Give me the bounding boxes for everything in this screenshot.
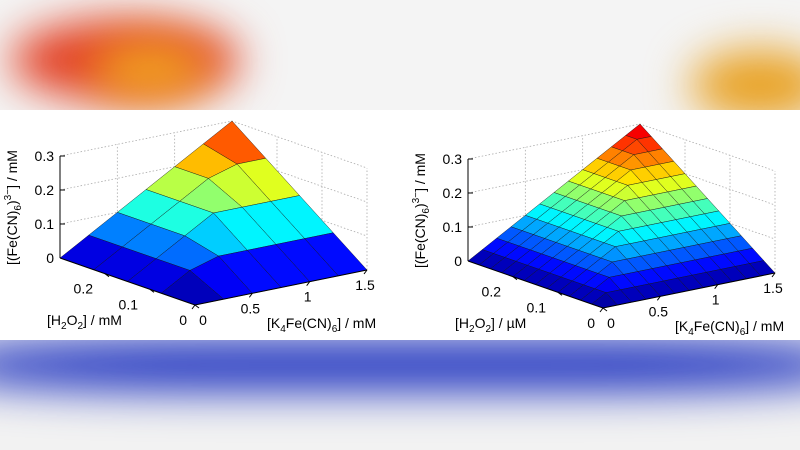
x-tick-label: 0.5	[241, 300, 261, 316]
y-axis-label: [H2O2] / µM	[455, 315, 526, 335]
x-axis-label: [K4Fe(CN)6] / mM	[267, 315, 376, 335]
x-tick-label: 1.5	[763, 280, 783, 296]
y-tick-label: 0.1	[527, 299, 547, 315]
blur-orange-right	[690, 50, 800, 110]
z-tick-label: 0.1	[35, 216, 55, 232]
x-tick-label: 0	[607, 315, 615, 331]
z-axis-label: [(Fe(CN)6)3−] / mM	[411, 153, 432, 268]
x-axis-label-part: 6	[332, 324, 338, 335]
y-tick	[149, 288, 155, 293]
y-axis-label-part: O	[67, 312, 78, 328]
x-tick	[599, 307, 604, 313]
figure: 0 0.1 0.2 0.3 0 0.5 1 1.5 0 0.1 0.2 [K4Fe(CN)6] / m…	[0, 110, 800, 340]
x-tick	[248, 293, 253, 298]
x-axis-label-part: 4	[280, 324, 286, 335]
x-tick	[656, 296, 661, 301]
blurred-background-top	[0, 0, 800, 110]
x-tick-label: 0	[199, 312, 207, 328]
x-axis	[602, 272, 776, 309]
z-axis-label-part: ] / mM	[412, 153, 428, 192]
x-axis-label-part: ] / mM	[745, 318, 784, 334]
y-axis-label-part: [H	[455, 315, 469, 331]
y-axis-label-part: 2	[61, 321, 67, 332]
z-tick-label: 0.3	[443, 151, 463, 167]
z-axis-label-part: [(Fe(CN)	[4, 211, 20, 265]
x-tick	[306, 281, 311, 286]
z-axis-label-part: [(Fe(CN)	[412, 214, 428, 268]
y-axis-label-part: 2	[469, 324, 475, 335]
y-axis-label: [H2O2] / mM	[47, 312, 122, 332]
x-axis	[194, 269, 368, 306]
y-axis-label-part: O	[475, 315, 486, 331]
z-axis-label-part: 3−	[411, 192, 422, 204]
z-axis-label-part: 3−	[3, 189, 14, 201]
y-axis-label-part: ] / mM	[83, 312, 122, 328]
z-axis-label-part: )	[4, 200, 20, 205]
y-axis-label-part: 2	[77, 321, 83, 332]
x-tick	[363, 269, 368, 275]
x-axis-label-part: 4	[688, 327, 694, 338]
z-axis-label: [(Fe(CN)6)3−] / mM	[3, 150, 24, 265]
x-axis-label: [K4Fe(CN)6] / mM	[675, 318, 784, 338]
y-axis-label-part: ] / µM	[491, 315, 526, 331]
x-tick	[191, 304, 196, 310]
z-tick-label: 0.3	[35, 148, 55, 164]
y-tick	[194, 304, 200, 309]
y-tick-label: 0	[179, 312, 187, 328]
x-tick-label: 0.5	[649, 303, 669, 319]
y-axis	[59, 257, 196, 306]
z-axis-label-part: 6	[13, 205, 24, 211]
surface-plots: 00.10.20.300.511.500.10.2[K4Fe(CN)6] / m…	[3, 120, 784, 338]
blur-orange	[90, 40, 210, 100]
y-tick-label: 0.2	[482, 284, 502, 300]
y-tick	[557, 291, 563, 296]
x-tick-label: 1	[712, 292, 720, 308]
x-tick	[771, 272, 776, 278]
z-axis-label-part: )	[412, 203, 428, 208]
y-tick	[602, 307, 608, 312]
x-axis-label-part: Fe(CN)	[286, 315, 332, 331]
z-tick-label: 0	[46, 250, 54, 266]
z-tick-label: 0.2	[443, 185, 463, 201]
y-axis-label-part: 2	[485, 324, 491, 335]
surface-plot-2: 00.10.20.300.511.500.10.2[K4Fe(CN)6] / m…	[411, 123, 784, 338]
x-axis-label-part: ] / mM	[337, 315, 376, 331]
x-axis-label-part: Fe(CN)	[694, 318, 740, 334]
x-axis-label-part: 6	[740, 327, 746, 338]
y-tick-label: 0.1	[119, 296, 139, 312]
y-axis-label-part: [H	[47, 312, 61, 328]
z-axis-label-part: 6	[421, 208, 432, 214]
x-tick-label: 1.5	[355, 277, 375, 293]
y-axis	[467, 260, 604, 309]
z-tick-label: 0.2	[35, 182, 55, 198]
y-tick-label: 0	[587, 315, 595, 331]
y-tick	[104, 273, 110, 278]
z-tick-label: 0.1	[443, 219, 463, 235]
surface-plot-1: 00.10.20.300.511.500.10.2[K4Fe(CN)6] / m…	[3, 120, 376, 335]
x-tick	[714, 284, 719, 289]
blur-blue	[0, 340, 800, 390]
z-axis-label-part: ] / mM	[4, 150, 20, 189]
x-axis-label-part: [K	[267, 315, 281, 331]
y-tick-label: 0.2	[74, 281, 94, 297]
z-tick-label: 0	[454, 253, 462, 269]
y-tick	[512, 276, 518, 281]
x-axis-label-part: [K	[675, 318, 689, 334]
blurred-background-bottom	[0, 340, 800, 450]
x-tick-label: 1	[304, 289, 312, 305]
